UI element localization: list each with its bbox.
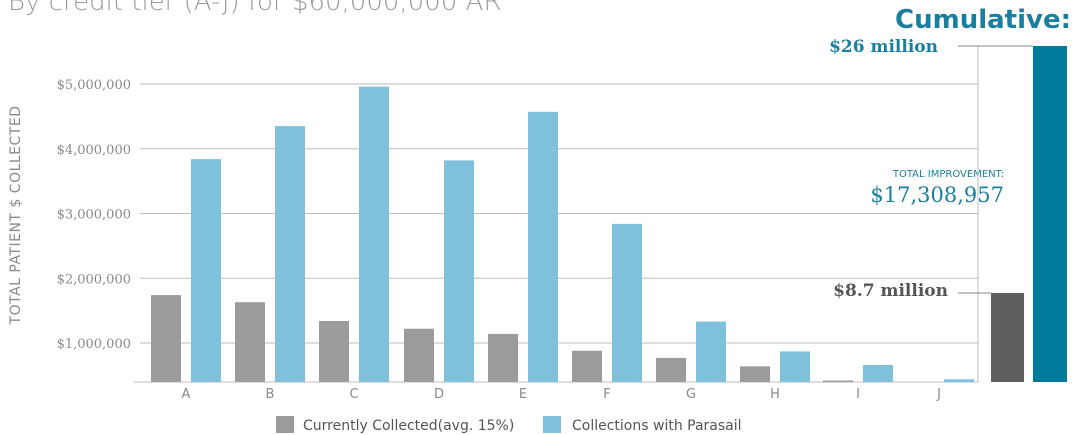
bar-cumulative-current [991, 293, 1024, 382]
legend-swatch-current [276, 416, 294, 433]
bar-parasail-J [944, 379, 974, 382]
bar-cumulative-parasail [1033, 46, 1067, 382]
cumulative-parasail-label: $26 million [829, 37, 938, 57]
bar-current-A [151, 295, 181, 382]
x-tick-label: D [434, 387, 444, 402]
x-tick-label: C [349, 387, 358, 402]
bar-parasail-G [696, 321, 726, 382]
y-tick-label: $3,000,000 [57, 208, 131, 223]
bar-parasail-F [612, 223, 642, 382]
bar-parasail-B [275, 126, 305, 383]
legend: Currently Collected(avg. 15%) Collection… [276, 416, 742, 434]
y-tick-label: $4,000,000 [57, 143, 131, 158]
bar-current-F [572, 350, 602, 382]
bar-current-E [488, 333, 518, 382]
bar-current-G [656, 357, 686, 382]
bar-current-B [235, 302, 265, 382]
x-tick-label: F [603, 387, 610, 402]
cumulative-title: Cumulative: [895, 5, 1071, 35]
y-tick-labels: $1,000,000 $2,000,000 $3,000,000 $4,000,000… [57, 78, 131, 352]
legend-label-current: Currently Collected(avg. 15%) [303, 418, 514, 434]
bar-parasail-H [780, 351, 810, 382]
bar-current-D [404, 328, 434, 382]
bar-parasail-C [359, 86, 389, 382]
cumulative-bars [958, 45, 1067, 382]
legend-label-parasail: Collections with Parasail [572, 418, 742, 434]
bars [151, 86, 974, 383]
total-improvement-label: TOTAL IMPROVEMENT: [892, 169, 1004, 180]
x-tick-label: H [770, 387, 780, 402]
y-axis-label: TOTAL PATIENT $ COLLECTED [8, 106, 24, 326]
legend-swatch-parasail [543, 416, 561, 433]
x-tick-label: E [519, 387, 527, 402]
bar-parasail-I [863, 365, 893, 382]
x-tick-label: A [182, 387, 191, 402]
total-improvement-value: $17,308,957 [870, 183, 1004, 207]
bar-current-H [740, 366, 770, 382]
x-tick-label: I [856, 387, 860, 402]
cumulative-current-label: $8.7 million [833, 281, 948, 301]
x-tick-label: B [266, 387, 275, 402]
chart-subtitle: By credit tier (A-J) for $60,000,000 AR [8, 0, 501, 17]
bar-parasail-E [528, 111, 558, 382]
y-tick-label: $1,000,000 [57, 337, 131, 352]
y-tick-label: $5,000,000 [57, 78, 131, 93]
bar-current-I [823, 380, 853, 382]
x-tick-label: J [936, 387, 941, 402]
bar-current-C [319, 320, 349, 382]
y-tick-label: $2,000,000 [57, 272, 131, 287]
bar-parasail-D [444, 160, 474, 382]
x-tick-labels: A B C D E F G H I J [182, 387, 941, 402]
bar-parasail-A [191, 159, 221, 382]
x-tick-label: G [686, 387, 696, 402]
